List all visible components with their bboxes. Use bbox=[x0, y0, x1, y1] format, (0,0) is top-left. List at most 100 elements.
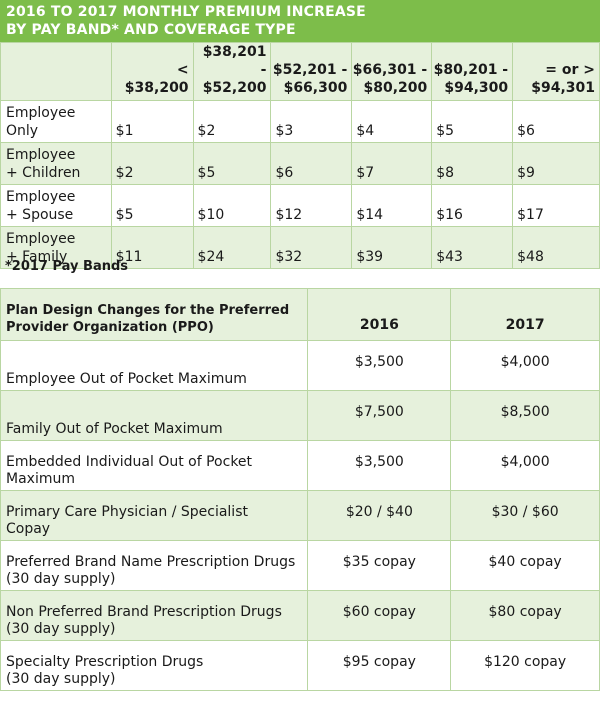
pay-band-line-2: $66,300 bbox=[283, 80, 348, 96]
plan-row-label: Employee Out of Pocket Maximum bbox=[0, 340, 309, 391]
plan-row-specialty-drugs: Specialty Prescription Drugs (30 day supp… bbox=[0, 640, 600, 691]
plan-label-line-2: (30 day supply) bbox=[6, 571, 116, 587]
pay-band-line-2: $38,200 bbox=[124, 80, 189, 96]
value-2017: $4,000 bbox=[450, 340, 600, 391]
premium-cell: $5 bbox=[431, 100, 514, 143]
pay-band-header: $80,201 - $94,300 bbox=[431, 42, 514, 101]
plan-row-pcp-specialist-copay: Primary Care Physician / Specialist Copay… bbox=[0, 490, 600, 541]
premium-cell: $11 bbox=[110, 226, 194, 269]
premium-cell: $5 bbox=[110, 184, 194, 227]
pay-band-line-2: $94,301 bbox=[531, 80, 595, 96]
coverage-label-line-1: Employee bbox=[6, 147, 76, 163]
coverage-row-employee-spouse: Employee + Spouse $5 $10 $12 $14 $16 $17 bbox=[0, 184, 600, 227]
premium-cell: $24 bbox=[192, 226, 272, 269]
coverage-row-employee-children: Employee + Children $2 $5 $6 $7 $8 $9 bbox=[0, 142, 600, 185]
plan-label-line-1: Embedded Individual Out of Pocket bbox=[6, 454, 253, 470]
plan-label-line-2: Copay bbox=[6, 521, 51, 537]
premium-cell: $17 bbox=[512, 184, 600, 227]
premium-cell: $7 bbox=[351, 142, 433, 185]
pay-band-footnote: *2017 Pay Bands bbox=[5, 259, 129, 274]
plan-row-label: Non Preferred Brand Prescription Drugs (3… bbox=[0, 590, 309, 641]
value-2016: $3,500 bbox=[307, 440, 452, 491]
value-2016: $20 / $40 bbox=[307, 490, 452, 541]
plan-row-non-preferred-brand-drugs: Non Preferred Brand Prescription Drugs (3… bbox=[0, 590, 600, 641]
coverage-label-line-2: + Family bbox=[6, 249, 68, 265]
plan-label-line-2: Employee Out of Pocket Maximum bbox=[6, 371, 247, 387]
premium-cell: $6 bbox=[270, 142, 353, 185]
year-2016-header: 2016 bbox=[307, 288, 452, 341]
value-2017: $40 copay bbox=[450, 540, 600, 591]
plan-row-label: Embedded Individual Out of Pocket Maximum bbox=[0, 440, 309, 491]
premium-cell: $1 bbox=[110, 100, 194, 143]
premium-cell: $14 bbox=[351, 184, 433, 227]
premium-increase-table: < $38,200 $38,201 - $52,200 $52,201 - $66,3… bbox=[0, 42, 600, 269]
title-line-2: BY PAY BAND* AND COVERAGE TYPE bbox=[6, 22, 296, 38]
premium-cell: $4 bbox=[351, 100, 433, 143]
premium-cell: $9 bbox=[512, 142, 600, 185]
plan-row-label: Primary Care Physician / Specialist Copay bbox=[0, 490, 309, 541]
pay-band-header-row: < $38,200 $38,201 - $52,200 $52,201 - $66,3… bbox=[0, 42, 600, 101]
plan-row-label: Family Out of Pocket Maximum bbox=[0, 390, 309, 441]
plan-row-family-oop-max: Family Out of Pocket Maximum $7,500 $8,5… bbox=[0, 390, 600, 441]
coverage-label-line-1: Employee bbox=[6, 231, 76, 247]
coverage-label: Employee + Family bbox=[0, 226, 112, 269]
coverage-label-line-1: Employee bbox=[6, 189, 76, 205]
header-empty-cell bbox=[0, 42, 112, 101]
premium-cell: $16 bbox=[431, 184, 514, 227]
plan-label-line-1: Non Preferred Brand Prescription Drugs bbox=[6, 604, 282, 620]
pay-band-header: = or > $94,301 bbox=[512, 42, 600, 101]
premium-cell: $12 bbox=[270, 184, 353, 227]
plan-label-line-2: (30 day supply) bbox=[6, 671, 116, 687]
premium-cell: $2 bbox=[110, 142, 194, 185]
plan-header-line-1: Plan Design Changes for the Preferred bbox=[6, 303, 290, 318]
premium-cell: $48 bbox=[512, 226, 600, 269]
value-2016: $3,500 bbox=[307, 340, 452, 391]
pay-band-line-2: $94,300 bbox=[444, 80, 509, 96]
pay-band-line-1: = or > bbox=[545, 62, 595, 78]
premium-cell: $32 bbox=[270, 226, 353, 269]
pay-band-header: $52,201 - $66,300 bbox=[270, 42, 353, 101]
pay-band-line-2: $52,200 bbox=[202, 80, 267, 96]
coverage-label: Employee + Spouse bbox=[0, 184, 112, 227]
premium-cell: $10 bbox=[192, 184, 272, 227]
value-2017: $8,500 bbox=[450, 390, 600, 441]
value-2017: $4,000 bbox=[450, 440, 600, 491]
pay-band-header: < $38,200 bbox=[110, 42, 194, 101]
pay-band-line-1: $52,201 - bbox=[272, 62, 348, 78]
coverage-label: Employee + Children bbox=[0, 142, 112, 185]
plan-label-line-1: Specialty Prescription Drugs bbox=[6, 654, 204, 670]
coverage-label-line-2: + Children bbox=[6, 165, 81, 181]
year-2017-header: 2017 bbox=[450, 288, 600, 341]
premium-cell: $6 bbox=[512, 100, 600, 143]
premium-cell: $5 bbox=[192, 142, 272, 185]
plan-row-employee-oop-max: Employee Out of Pocket Maximum $3,500 $4… bbox=[0, 340, 600, 391]
value-2016: $60 copay bbox=[307, 590, 452, 641]
plan-header-line-2: Provider Organization (PPO) bbox=[6, 320, 214, 335]
value-2017: $120 copay bbox=[450, 640, 600, 691]
pay-band-line-2: $80,200 bbox=[363, 80, 428, 96]
premium-cell: $39 bbox=[351, 226, 433, 269]
premium-cell: $3 bbox=[270, 100, 353, 143]
plan-row-label: Preferred Brand Name Prescription Drugs(… bbox=[0, 540, 309, 591]
title-line-1: 2016 TO 2017 MONTHLY PREMIUM INCREASE bbox=[6, 4, 366, 20]
pay-band-line-1: $66,301 - bbox=[352, 62, 428, 78]
coverage-label-line-2: Only bbox=[6, 123, 39, 139]
plan-row-preferred-brand-drugs: Preferred Brand Name Prescription Drugs(… bbox=[0, 540, 600, 591]
plan-header-label: Plan Design Changes for the Preferred Pro… bbox=[0, 288, 309, 341]
pay-band-line-1: $38,201 - bbox=[202, 44, 267, 78]
coverage-row-employee-only: Employee Only $1 $2 $3 $4 $5 $6 bbox=[0, 100, 600, 143]
pay-band-header: $66,301 - $80,200 bbox=[351, 42, 433, 101]
premium-cell: $8 bbox=[431, 142, 514, 185]
pay-band-line-1: < bbox=[176, 62, 189, 78]
plan-header-row: Plan Design Changes for the Preferred Pro… bbox=[0, 288, 600, 341]
value-2017: $30 / $60 bbox=[450, 490, 600, 541]
plan-row-embedded-individual-oop-max: Embedded Individual Out of Pocket Maximum… bbox=[0, 440, 600, 491]
plan-label-line-2: Maximum bbox=[6, 471, 75, 487]
document-title: 2016 TO 2017 MONTHLY PREMIUM INCREASE BY… bbox=[0, 0, 600, 42]
pay-band-header: $38,201 - $52,200 bbox=[192, 42, 272, 101]
plan-label-line-2: Family Out of Pocket Maximum bbox=[6, 421, 223, 437]
value-2016: $7,500 bbox=[307, 390, 452, 441]
value-2016: $95 copay bbox=[307, 640, 452, 691]
coverage-label-line-2: + Spouse bbox=[6, 207, 74, 223]
coverage-label: Employee Only bbox=[0, 100, 112, 143]
